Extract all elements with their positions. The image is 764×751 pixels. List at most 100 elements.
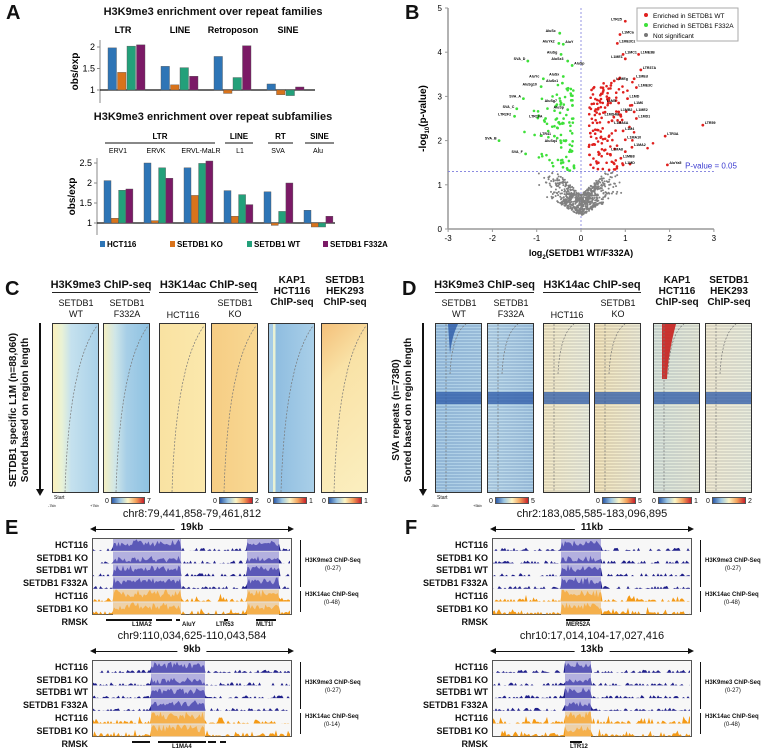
point-not-significant	[596, 182, 599, 185]
point-not-significant	[557, 194, 560, 197]
point-not-significant	[598, 178, 601, 181]
track-label: HCT116	[454, 712, 488, 723]
k14-bracket	[700, 590, 701, 613]
header-line: KAP1	[278, 275, 306, 286]
point-not-significant	[594, 194, 597, 197]
point-not-significant	[610, 176, 613, 179]
bar-hct116	[103, 180, 112, 224]
bar-chart-2-title: H3K9me3 enrichment over repeat subfamili…	[93, 111, 333, 123]
point-enriched-wt	[596, 107, 600, 111]
highlight-tint	[561, 551, 601, 564]
point-enriched-f332a	[551, 164, 555, 168]
header-line: ChIP-seq	[323, 297, 367, 308]
point-not-significant	[585, 201, 588, 204]
point-enriched-wt	[590, 102, 594, 106]
point-enriched-f332a	[564, 139, 568, 142]
point-enriched-f332a	[540, 154, 544, 158]
highlight-tint	[113, 551, 181, 564]
k9-name: H3K9me3 ChIP-Seq	[305, 558, 361, 565]
point-not-significant	[549, 184, 552, 187]
point-label: L1M5	[607, 99, 616, 103]
point-enriched-wt	[606, 152, 609, 156]
point-not-significant	[561, 177, 564, 180]
start-label: Start	[437, 495, 448, 501]
point-enriched-wt	[594, 118, 597, 122]
panel-label-e: E	[5, 517, 19, 539]
point-label: L1MEg	[616, 77, 628, 81]
point-enriched-wt	[604, 148, 607, 152]
y-tick-label: 1	[90, 85, 95, 95]
point-enriched-wt	[613, 168, 617, 171]
labeled-point	[634, 86, 638, 89]
point-enriched-f332a	[558, 122, 562, 126]
arrow-left-icon	[490, 526, 496, 532]
column-label: SETDB1 F332A	[493, 298, 528, 320]
point-enriched-wt	[613, 147, 616, 151]
start-label: Start	[54, 495, 65, 501]
rmsk-label: RMSK	[461, 739, 489, 750]
point-enriched-wt	[600, 141, 604, 145]
point-enriched-f332a	[540, 152, 544, 156]
point-not-significant	[596, 194, 599, 197]
highlight-tint	[151, 686, 205, 699]
arrow-left-icon	[90, 648, 96, 654]
column-label: SETDB1 KO	[600, 298, 635, 320]
point-label: SVA_F	[511, 150, 523, 154]
point-enriched-f332a	[559, 133, 563, 137]
row-axis-label: SETDB1 specific L1M (n=88,060) Sorted bas…	[8, 333, 32, 487]
track-label: SETDB1 WT	[35, 687, 88, 698]
labeled-point	[561, 42, 565, 46]
labeled-point	[559, 141, 563, 145]
point-not-significant	[568, 203, 571, 206]
labeled-point	[621, 163, 625, 167]
point-enriched-wt	[596, 140, 600, 143]
point-not-significant	[568, 184, 571, 187]
labeled-point	[617, 101, 621, 105]
point-not-significant	[578, 200, 581, 203]
point-not-significant	[581, 212, 584, 215]
point-enriched-wt	[589, 107, 593, 111]
point-not-significant	[584, 191, 587, 194]
point-not-significant	[574, 200, 577, 203]
point-enriched-wt	[607, 135, 611, 138]
point-not-significant	[547, 178, 550, 181]
point-label: L1MB8	[623, 154, 635, 158]
point-not-significant	[587, 187, 590, 190]
labeled-point	[558, 31, 562, 35]
bar-setdb1-wt	[198, 163, 206, 224]
legend-label: Enriched in SETDB1 WT	[653, 13, 725, 20]
column-label: SETDB1 WT	[58, 298, 93, 320]
point-not-significant	[566, 187, 569, 190]
point-label: L1MB2	[621, 108, 633, 112]
point-enriched-wt	[590, 88, 593, 92]
point-enriched-wt	[595, 102, 599, 106]
h3k9me3-signal	[493, 687, 693, 699]
point-enriched-f332a	[560, 158, 564, 162]
point-enriched-wt	[609, 84, 613, 87]
colorbar-max: 5	[638, 498, 642, 505]
labeled-point	[637, 53, 640, 56]
k14-annotation: H3K14ac ChIP-Seq (0-48)	[305, 591, 359, 607]
point-not-significant	[563, 202, 566, 205]
heatmap	[103, 323, 150, 493]
track-label: SETDB1 F332A	[422, 578, 488, 589]
point-enriched-wt	[620, 118, 624, 122]
point-not-significant	[564, 198, 567, 201]
point-enriched-f332a	[539, 134, 543, 137]
point-not-significant	[563, 189, 566, 192]
highlight-tint	[247, 589, 279, 602]
point-enriched-wt	[609, 145, 612, 148]
sort-arrow-shaft	[422, 323, 424, 491]
right-range-label: +5kb	[473, 503, 482, 508]
point-not-significant	[554, 179, 557, 182]
colorbar-max: 1	[364, 498, 368, 505]
point-enriched-wt	[632, 130, 636, 134]
point-not-significant	[576, 198, 579, 201]
point-enriched-f332a	[568, 148, 572, 152]
k9-bracket	[700, 540, 701, 587]
point-not-significant	[549, 190, 552, 193]
region-end-curve	[663, 324, 685, 492]
point-enriched-f332a	[550, 125, 554, 128]
point-not-significant	[591, 197, 594, 200]
k9-name: H3K9me3 ChIP-Seq	[305, 680, 361, 687]
